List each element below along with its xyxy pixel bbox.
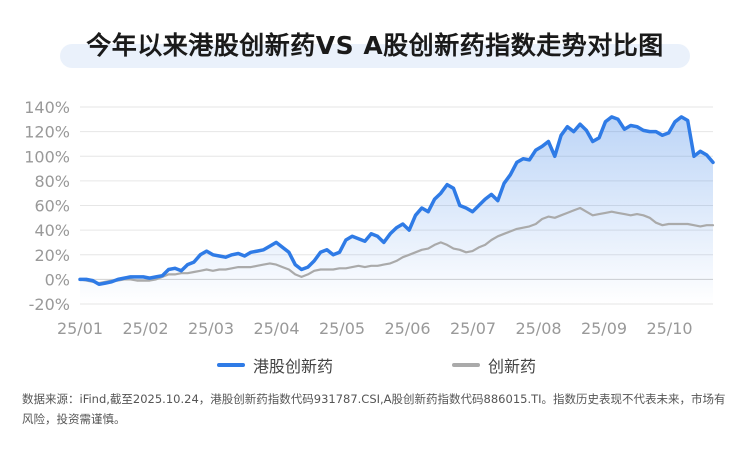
legend-item-hk[interactable]: 港股创新药 [217,353,333,377]
title-highlight [60,44,690,68]
series-lines [78,115,715,287]
a-series-line [78,206,715,285]
legend: 港股创新药 创新药 [0,353,750,377]
y-tick-label: 60% [34,197,70,216]
y-tick-label: 40% [34,221,70,240]
x-tick-label: 25/05 [319,319,365,338]
y-axis-ticks: -20% 0% 20% 40% 60% 80% 100% 120% 140% [24,98,70,314]
x-axis-ticks: 25/01 25/02 25/03 25/04 25/05 25/06 25/07 25/08… [57,319,693,338]
x-tick-label: 25/08 [515,319,561,338]
y-tick-label: 0% [45,270,70,289]
x-tick-label: 25/10 [646,319,692,338]
x-tick-label: 25/03 [188,319,234,338]
x-tick-label: 25/06 [384,319,430,338]
legend-label-a: 创新药 [488,357,537,376]
y-tick-label: -20% [29,295,70,314]
x-tick-label: 25/01 [57,319,103,338]
y-tick-label: 20% [34,246,70,265]
hk-area-fill [80,116,713,305]
x-tick-label: 25/09 [581,319,627,338]
x-tick-label: 25/02 [122,319,168,338]
y-tick-label: 80% [34,172,70,191]
x-tick-label: 25/07 [450,319,496,338]
hk-series-line [78,115,715,287]
legend-item-a[interactable]: 创新药 [452,353,536,377]
y-tick-label: 140% [24,98,70,117]
area-fill [80,116,713,305]
title-container: 今年以来港股创新药VS A股创新药指数走势对比图 [0,26,750,62]
x-tick-label: 25/04 [253,319,299,338]
source-note: 数据来源：iFind,截至2025.10.24，港股创新药指数代码931787.… [22,392,726,426]
chart-title: 今年以来港股创新药VS A股创新药指数走势对比图 [86,31,664,60]
legend-line-a [452,363,480,367]
y-tick-label: 120% [24,123,70,142]
legend-line-hk [217,363,245,367]
legend-label-hk: 港股创新药 [253,357,334,376]
y-tick-label: 100% [24,147,70,166]
